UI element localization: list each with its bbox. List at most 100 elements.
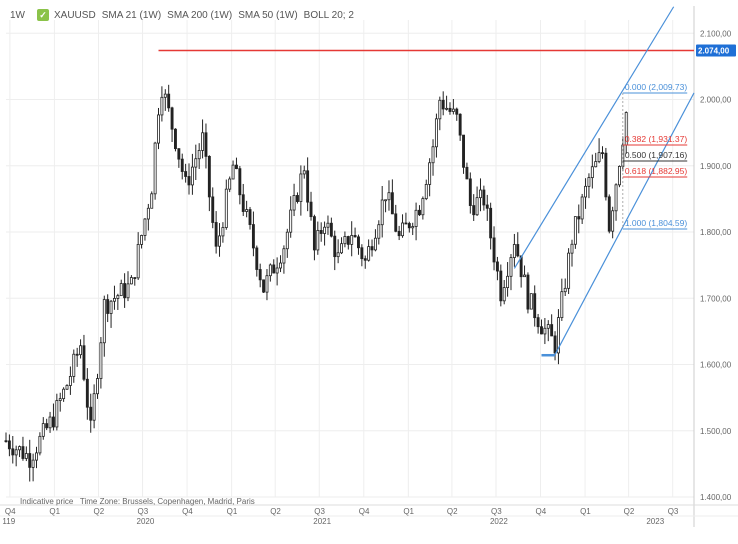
candle-body [113, 298, 116, 302]
candle-body [397, 230, 401, 237]
candle-body [96, 378, 99, 395]
candle-body [251, 224, 255, 249]
x-year-label: 2020 [137, 517, 155, 526]
indicator-sma21[interactable]: SMA 21 (1W) [101, 9, 162, 21]
x-tick-label: Q1 [580, 507, 591, 516]
timeframe-selector[interactable]: 1W [10, 9, 25, 21]
candle-body [255, 247, 259, 270]
x-tick-label: Q2 [447, 507, 458, 516]
x-tick-label: Q3 [314, 507, 325, 516]
indicative-price-label: Indicative price [20, 497, 74, 506]
candle-body [350, 235, 354, 245]
candle-body [424, 184, 428, 200]
candle-body [4, 440, 8, 443]
indicator-boll[interactable]: BOLL 20; 2 [303, 9, 354, 21]
candle-body [394, 213, 398, 232]
candle-body [438, 99, 442, 120]
x-tick-label: Q1 [403, 507, 414, 516]
candle-body [204, 132, 208, 157]
footer-note: Indicative price Time Zone: Brussels, Co… [20, 497, 255, 506]
candle-body [55, 400, 59, 428]
candle-body [468, 178, 472, 206]
candle-body [414, 209, 418, 227]
candle-body [516, 244, 520, 257]
candle-body [390, 192, 394, 215]
candle-body [157, 114, 160, 144]
candle-body [360, 247, 364, 260]
candle-body [79, 345, 83, 356]
candle-body [133, 277, 137, 279]
x-tick-label: Q3 [138, 507, 149, 516]
candle-body [601, 152, 604, 155]
candle-body [319, 230, 323, 234]
x-tick-label: Q4 [182, 507, 193, 516]
candle-body [62, 388, 66, 400]
candle-body [580, 196, 584, 220]
x-tick-label: Q4 [5, 507, 16, 516]
candle-body [28, 453, 32, 468]
candle-body [140, 235, 144, 245]
candle-body [228, 178, 232, 190]
candle-body [462, 134, 465, 168]
candle-body [72, 353, 76, 377]
x-tick-label: Q3 [491, 507, 502, 516]
candle-body [451, 108, 455, 112]
candle-body [224, 188, 228, 228]
candle-body [174, 128, 177, 150]
candle-body [248, 209, 252, 225]
candle-body [346, 236, 350, 245]
candle-body [540, 326, 543, 335]
candle-body [587, 177, 591, 187]
candle-body [211, 196, 215, 223]
candle-body [418, 209, 421, 216]
candle-body [82, 345, 86, 380]
indicator-sma200[interactable]: SMA 200 (1W) [167, 9, 233, 21]
candle-body [357, 236, 360, 249]
candle-body [238, 168, 242, 196]
candle-body [285, 231, 289, 250]
candle-body [194, 158, 198, 168]
candle-body [407, 223, 411, 229]
candle-body [201, 132, 205, 151]
x-tick-label: Q1 [49, 507, 60, 516]
candle-body [7, 440, 11, 450]
candle-body [373, 237, 377, 251]
candle-body [299, 173, 303, 202]
candle-body [577, 216, 581, 220]
candle-body [479, 189, 482, 199]
candle-body [465, 166, 469, 180]
candle-body [363, 258, 367, 261]
candle-body [48, 416, 52, 429]
candle-body [119, 283, 123, 297]
candle-body [31, 459, 35, 468]
candle-body [445, 107, 449, 110]
candle-body [292, 195, 296, 211]
candle-body [123, 283, 127, 299]
candle-body [529, 293, 533, 310]
candle-body [163, 93, 167, 98]
candle-body [265, 275, 269, 293]
candle-body [326, 222, 330, 228]
candle-body [262, 279, 266, 293]
x-axis: Q4 Q1 Q2 Q3 Q4 Q1 Q2 Q3 Q4 Q1 Q2 Q3 Q4 Q1 Q2 Q3 119 2020 2… [2, 507, 678, 526]
candle-body [184, 171, 188, 177]
candle-body [116, 295, 120, 299]
candle-body [85, 378, 89, 408]
symbol-label[interactable]: XAUUSD [54, 9, 96, 21]
candle-body [241, 194, 245, 212]
candle-body [343, 236, 347, 245]
x-tick-label: Q3 [668, 507, 679, 516]
candle-body [434, 118, 438, 148]
candle-body [106, 299, 110, 314]
candle-body [533, 293, 537, 319]
candle-body [441, 99, 445, 110]
fib-level-label: 0.500 (1,907.16) [625, 150, 688, 160]
candle-body [102, 299, 106, 344]
y-tick-label: 1.900,00 [700, 162, 732, 171]
indicator-sma50[interactable]: SMA 50 (1W) [238, 9, 298, 21]
candle-body [11, 448, 15, 456]
candle-body [556, 317, 560, 354]
candle-body [495, 261, 499, 272]
